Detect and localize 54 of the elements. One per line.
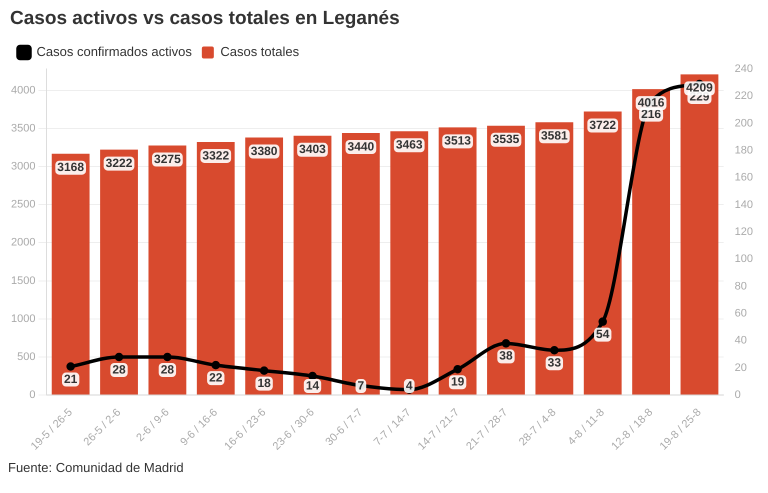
y2-tick-label: 20 (734, 362, 747, 374)
data-label: 4 (406, 378, 413, 392)
y2-tick-label: 0 (734, 389, 741, 402)
data-label: 3322 (202, 148, 230, 162)
data-label: 4016 (638, 95, 665, 110)
chart-title: Casos activos vs casos totales en Leganés (10, 8, 401, 30)
y-tick-label: 3500 (10, 122, 36, 134)
data-label: 4209 (686, 80, 714, 95)
data-label: 21 (64, 372, 78, 386)
data-label: 28 (160, 362, 174, 376)
data-label: 3168 (57, 160, 84, 174)
data-label: 19 (450, 374, 465, 389)
y2-tick-label: 140 (734, 198, 754, 211)
y2-tick-label: 60 (734, 308, 747, 320)
y-tick-label: 3000 (10, 160, 36, 173)
y2-tick-label: 160 (734, 172, 754, 184)
data-label: 28 (112, 362, 126, 376)
data-label: 14 (306, 378, 320, 392)
legend-label: Casos confirmados activos (36, 44, 192, 60)
y-tick-label: 500 (17, 350, 36, 363)
data-label: 38 (499, 348, 513, 363)
data-label: 18 (257, 376, 272, 390)
data-label: 216 (641, 106, 662, 121)
legend-label: Casos totales (220, 44, 300, 60)
data-label: 54 (596, 327, 610, 341)
source-note: Fuente: Comunidad de Madrid (8, 460, 185, 475)
y-tick-label: 4000 (10, 84, 36, 96)
data-label: 3222 (106, 156, 133, 170)
data-label: 7 (358, 378, 365, 392)
data-label: 3535 (492, 132, 520, 146)
y-tick-label: 1500 (10, 274, 36, 287)
data-label: 3440 (348, 139, 375, 154)
data-label: 3403 (299, 142, 326, 156)
x-tick-label: 2-6 / 9-6 (134, 406, 172, 444)
y2-tick-label: 80 (734, 280, 747, 292)
data-label: 3581 (541, 128, 568, 143)
y2-tick-label: 100 (734, 253, 754, 266)
data-label: 22 (209, 370, 223, 384)
y2-tick-label: 180 (734, 144, 754, 157)
y-tick-label: 2000 (10, 236, 36, 249)
data-label: 3463 (396, 138, 423, 152)
y2-tick-label: 120 (734, 226, 754, 238)
y2-tick-label: 40 (734, 334, 747, 347)
y-tick-label: 2500 (10, 198, 36, 211)
y2-tick-label: 220 (734, 90, 754, 102)
y-tick-label: 1000 (10, 312, 36, 325)
data-label: 3275 (154, 152, 182, 166)
data-label: 3380 (250, 144, 278, 158)
data-label: 33 (548, 356, 562, 370)
y-tick-label: 0 (29, 389, 36, 402)
data-label: 3722 (589, 118, 616, 132)
y2-tick-label: 240 (734, 63, 754, 76)
data-label: 3513 (444, 134, 472, 148)
y2-tick-label: 200 (734, 117, 754, 130)
